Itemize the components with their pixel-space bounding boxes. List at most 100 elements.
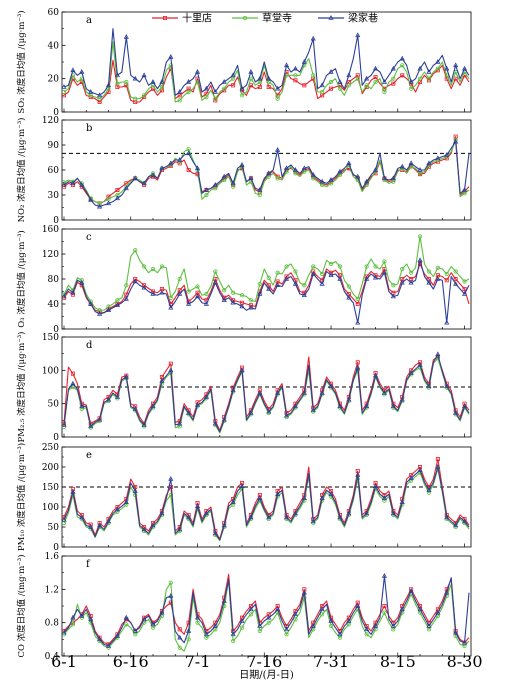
series-草堂寺	[61, 234, 470, 313]
data-point	[293, 73, 298, 78]
data-point	[239, 303, 245, 309]
data-point	[319, 390, 325, 395]
data-point	[302, 283, 307, 288]
y-tick-label: 100	[42, 366, 59, 376]
data-point	[381, 269, 388, 275]
data-point	[355, 360, 360, 365]
data-point	[382, 89, 387, 95]
y-tick-label: 0	[53, 216, 59, 226]
data-point	[444, 271, 449, 277]
data-point	[435, 276, 441, 281]
y-tick-label: 200	[42, 463, 59, 473]
data-point	[132, 175, 138, 181]
data-point	[292, 65, 299, 71]
data-point	[417, 467, 423, 472]
data-point	[133, 248, 138, 253]
data-point	[186, 301, 192, 306]
data-point	[426, 269, 432, 274]
data-point	[408, 588, 414, 593]
data-point	[221, 598, 227, 603]
data-point	[328, 177, 334, 182]
y-tick-label: 40	[48, 300, 60, 310]
data-point	[292, 611, 299, 617]
data-point	[159, 609, 165, 615]
data-point	[453, 629, 459, 635]
data-point	[462, 286, 467, 291]
data-point	[337, 276, 343, 281]
data-point	[150, 291, 156, 296]
data-point	[150, 266, 156, 272]
data-point	[115, 298, 120, 303]
data-point	[382, 604, 387, 609]
data-point	[151, 521, 156, 526]
data-point	[79, 278, 84, 283]
panel-a: 0 20 40 60 a SO₂ 浓度日均值 /(μg·m⁻³)	[16, 8, 472, 118]
data-point	[453, 281, 459, 286]
data-point	[88, 524, 94, 529]
data-point	[186, 637, 191, 642]
data-point	[364, 75, 370, 81]
data-point	[373, 264, 378, 269]
data-point	[461, 187, 468, 192]
data-point	[364, 626, 370, 632]
y-tick-label: 1.6	[45, 552, 60, 562]
data-point	[123, 614, 129, 620]
data-point	[194, 402, 201, 407]
series-line	[63, 575, 470, 647]
data-point	[337, 403, 343, 409]
data-point	[186, 150, 192, 156]
data-point	[212, 182, 218, 187]
data-point	[114, 72, 120, 78]
data-point	[391, 81, 396, 86]
data-point	[372, 274, 379, 280]
data-point	[346, 160, 352, 166]
data-point	[123, 34, 129, 39]
panel-c: 0 40 80 120 160 c O₃ 浓度日均值 /(μg·m⁻³)	[16, 225, 472, 335]
data-point	[123, 185, 129, 191]
data-point	[346, 284, 351, 289]
data-point	[382, 259, 387, 264]
y-tick-label: 20	[48, 75, 60, 85]
data-point	[177, 89, 183, 94]
data-point	[168, 304, 174, 310]
data-point	[195, 400, 200, 405]
data-point	[310, 35, 316, 41]
series-line	[63, 263, 470, 314]
data-point	[177, 420, 183, 426]
y-tick-label: 150	[42, 333, 59, 343]
panel-label: a	[86, 15, 92, 26]
panel-label: f	[86, 559, 91, 570]
y-tick-label: 250	[42, 443, 59, 453]
y-tick-label: 40	[48, 41, 60, 51]
data-point	[329, 86, 334, 91]
data-point	[159, 289, 165, 295]
data-point	[275, 96, 280, 101]
data-point	[444, 319, 450, 325]
data-point	[105, 200, 112, 206]
data-point	[319, 495, 325, 500]
data-point	[337, 86, 343, 91]
y-tick-label: 0	[53, 543, 59, 553]
legend-marker	[162, 15, 167, 20]
y-tick-label: 0.8	[45, 619, 60, 629]
data-point	[328, 618, 334, 623]
data-point	[186, 289, 191, 294]
data-point	[159, 79, 165, 84]
data-point	[400, 266, 405, 272]
data-point	[266, 170, 272, 176]
data-point	[382, 610, 387, 615]
series-梁家巷	[61, 28, 470, 98]
data-point	[311, 269, 316, 274]
y-tick-label: 60	[48, 166, 60, 176]
data-point	[462, 517, 467, 522]
y-tick-label: 60	[48, 8, 60, 18]
data-point	[114, 195, 120, 201]
y-tick-label: 0.4	[45, 652, 60, 662]
data-point	[150, 403, 156, 409]
data-point	[150, 79, 156, 84]
y-tick-label: 1.2	[45, 585, 59, 595]
data-point	[408, 160, 414, 166]
data-point	[61, 180, 67, 185]
series-line	[63, 357, 470, 434]
data-point	[390, 65, 396, 71]
